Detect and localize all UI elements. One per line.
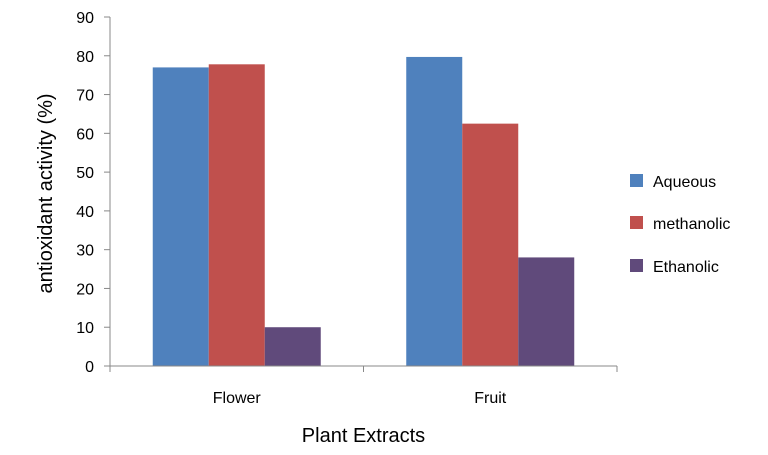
legend-label-aqueous: Aqueous — [653, 174, 716, 191]
y-tick-label: 70 — [76, 88, 94, 105]
bar-methanolic-fruit — [462, 123, 519, 366]
y-tick-label: 20 — [76, 281, 94, 298]
y-tick-label: 50 — [76, 165, 94, 182]
bar-methanolic-flower — [208, 64, 265, 366]
bar-ethanolic-flower — [264, 327, 321, 366]
y-tick-label: 10 — [76, 320, 94, 337]
legend-swatch-aqueous — [630, 174, 643, 187]
x-axis-ticks — [109, 366, 618, 372]
legend-swatch-methanolic — [630, 216, 643, 229]
x-category-label: Flower — [213, 390, 262, 407]
y-tick-label: 40 — [76, 204, 94, 221]
y-tick-label: 30 — [76, 243, 94, 260]
bars — [152, 56, 575, 367]
bar-aqueous-flower — [152, 67, 209, 367]
bar-ethanolic-fruit — [518, 257, 575, 366]
legend: Aqueous methanolic Ethanolic — [630, 174, 730, 276]
y-tick-label: 60 — [76, 126, 94, 143]
y-tick-label: 80 — [76, 49, 94, 66]
x-category-label: Fruit — [474, 390, 507, 407]
y-axis-title: antioxidant activity (%) — [35, 93, 57, 293]
y-tick-label: 0 — [85, 359, 94, 376]
legend-label-ethanolic: Ethanolic — [653, 259, 719, 276]
legend-label-methanolic: methanolic — [653, 216, 730, 233]
legend-swatch-ethanolic — [630, 259, 643, 272]
category-labels: Flower Fruit — [213, 390, 507, 407]
y-tick-label: 90 — [76, 10, 94, 27]
bar-aqueous-fruit — [406, 56, 463, 367]
y-axis-ticks: 0 10 20 30 40 50 60 70 80 90 — [76, 10, 110, 376]
x-axis-title: Plant Extracts — [302, 425, 425, 447]
